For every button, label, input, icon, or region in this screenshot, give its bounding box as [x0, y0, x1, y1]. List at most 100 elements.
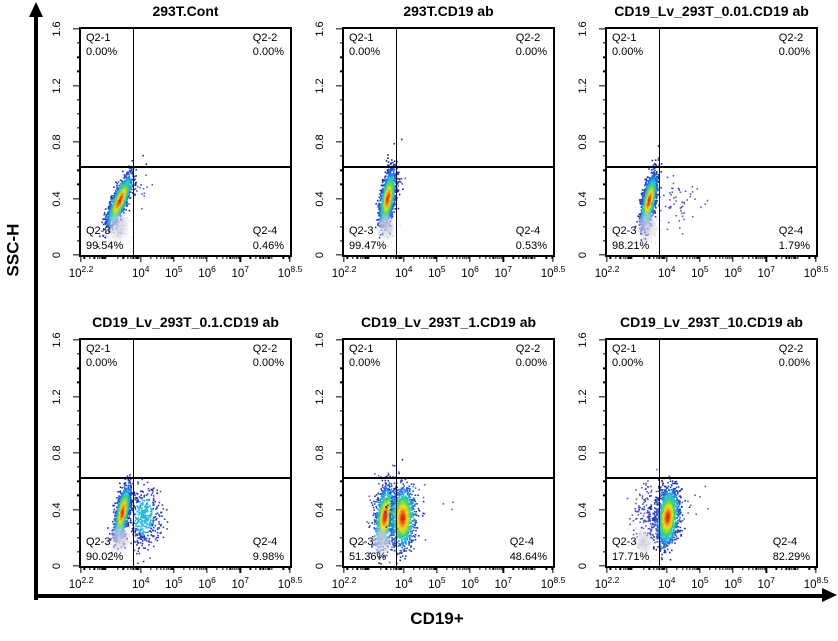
- y-minor-tick: [339, 367, 344, 369]
- x-minor-tick: [691, 255, 694, 259]
- y-tick: [336, 452, 343, 454]
- x-minor-tick: [103, 255, 105, 259]
- y-minor-tick: [339, 98, 344, 101]
- y-minor-tick: [602, 70, 607, 73]
- x-minor-tick: [155, 255, 158, 259]
- quadrant-name: Q2-4: [252, 225, 278, 238]
- x-minor-tick: [689, 255, 691, 259]
- x-minor-tick: [105, 255, 107, 259]
- x-minor-tick: [267, 255, 269, 259]
- x-minor-tick: [495, 566, 497, 570]
- panel-title: 293T.Cont: [152, 3, 219, 19]
- quadrant-stat-q2-4: Q2-4 0.46%: [253, 224, 284, 253]
- x-minor-tick: [122, 255, 125, 259]
- y-minor-tick: [339, 113, 344, 115]
- quadrant-stat-q2-1: Q2-1 0.00%: [612, 31, 643, 60]
- x-minor-tick: [130, 566, 132, 570]
- y-minor-tick: [76, 226, 81, 228]
- y-minor-tick: [602, 226, 607, 228]
- x-minor-tick: [236, 255, 238, 259]
- x-tick: [80, 566, 82, 573]
- x-minor-tick: [652, 566, 655, 570]
- y-minor-tick: [602, 438, 607, 440]
- x-minor-tick: [155, 566, 158, 570]
- x-minor-tick: [619, 566, 621, 570]
- y-tick-label: 0: [314, 562, 326, 570]
- x-minor-tick: [627, 255, 630, 259]
- x-minor-tick: [356, 255, 358, 259]
- y-tick: [599, 452, 606, 454]
- y-tick: [599, 508, 606, 511]
- y-tick-label: 0.4: [314, 501, 326, 518]
- x-minor-tick: [226, 255, 228, 259]
- x-minor-tick: [545, 566, 548, 570]
- quadrant-percentage: 0.00%: [252, 357, 284, 370]
- x-minor-tick: [781, 566, 783, 570]
- x-minor-tick: [752, 566, 754, 570]
- x-minor-tick: [89, 566, 91, 570]
- plot-area: Q2-1 0.00% Q2-2 0.00% Q2-3 99.47% Q2-4 0…: [314, 21, 565, 279]
- x-tick: [469, 566, 471, 573]
- x-tick-label: 106: [198, 575, 216, 591]
- quadrant-stat-q2-1: Q2-1 0.00%: [349, 342, 380, 371]
- flow-panel: CD19_Lv_293T_0.01.CD19 ab Q2-1 0.00% Q2-…: [577, 3, 835, 285]
- x-tick-label: 105: [165, 575, 183, 591]
- x-tick: [403, 566, 405, 573]
- y-minor-tick: [602, 183, 607, 186]
- x-minor-tick: [446, 566, 448, 570]
- x-minor-tick: [93, 566, 95, 570]
- x-tick: [343, 255, 345, 262]
- y-minor-tick: [339, 169, 344, 171]
- y-tick-label: 1.2: [51, 77, 63, 94]
- x-minor-tick: [497, 566, 499, 570]
- x-minor-tick: [785, 255, 787, 259]
- x-minor-tick: [697, 255, 700, 259]
- x-minor-tick: [249, 566, 251, 570]
- y-tick-label: 1.6: [577, 21, 589, 37]
- x-minor-tick: [222, 566, 224, 570]
- y-minor-tick: [76, 381, 81, 384]
- quadrant-percentage: 82.29%: [772, 550, 810, 563]
- y-minor-tick: [339, 183, 344, 186]
- x-minor-tick: [681, 566, 684, 570]
- x-minor-tick: [785, 566, 787, 570]
- y-minor-tick: [339, 494, 344, 497]
- quadrant-stat-q2-3: Q2-3 99.47%: [349, 224, 386, 253]
- y-tick-label: 0.8: [51, 134, 63, 150]
- y-minor-tick: [76, 183, 81, 186]
- x-tick: [173, 255, 175, 262]
- quadrant-name: Q2-2: [515, 343, 541, 355]
- x-minor-tick: [116, 255, 119, 259]
- x-minor-tick: [134, 255, 137, 259]
- y-minor-tick: [339, 353, 344, 355]
- y-minor-tick: [76, 466, 81, 468]
- x-minor-tick: [729, 255, 731, 259]
- x-minor-tick: [664, 566, 666, 570]
- x-minor-tick: [725, 255, 727, 259]
- x-minor-tick: [238, 255, 240, 259]
- x-minor-tick: [775, 255, 777, 259]
- quadrant-name: Q2-3: [86, 225, 111, 238]
- scatter-density-canvas: [81, 340, 290, 566]
- x-minor-tick: [136, 566, 139, 570]
- x-tick: [815, 566, 817, 573]
- panel-title: CD19_Lv_293T_0.01.CD19 ab: [614, 3, 809, 19]
- x-minor-tick: [631, 566, 633, 570]
- y-minor-tick: [76, 424, 81, 426]
- x-minor-tick: [694, 566, 696, 570]
- x-minor-tick: [758, 566, 760, 570]
- x-minor-tick: [522, 566, 524, 570]
- x-minor-tick: [619, 255, 621, 259]
- x-minor-tick: [499, 255, 501, 259]
- x-minor-tick: [467, 255, 470, 259]
- x-minor-tick: [236, 566, 238, 570]
- y-minor-tick: [76, 127, 81, 129]
- y-minor-tick: [602, 113, 607, 115]
- x-minor-tick: [764, 566, 766, 570]
- y-tick: [599, 565, 606, 567]
- x-tick: [502, 255, 504, 262]
- x-minor-tick: [808, 255, 811, 259]
- y-tick-label: 0.4: [51, 190, 63, 207]
- x-minor-tick: [138, 566, 140, 570]
